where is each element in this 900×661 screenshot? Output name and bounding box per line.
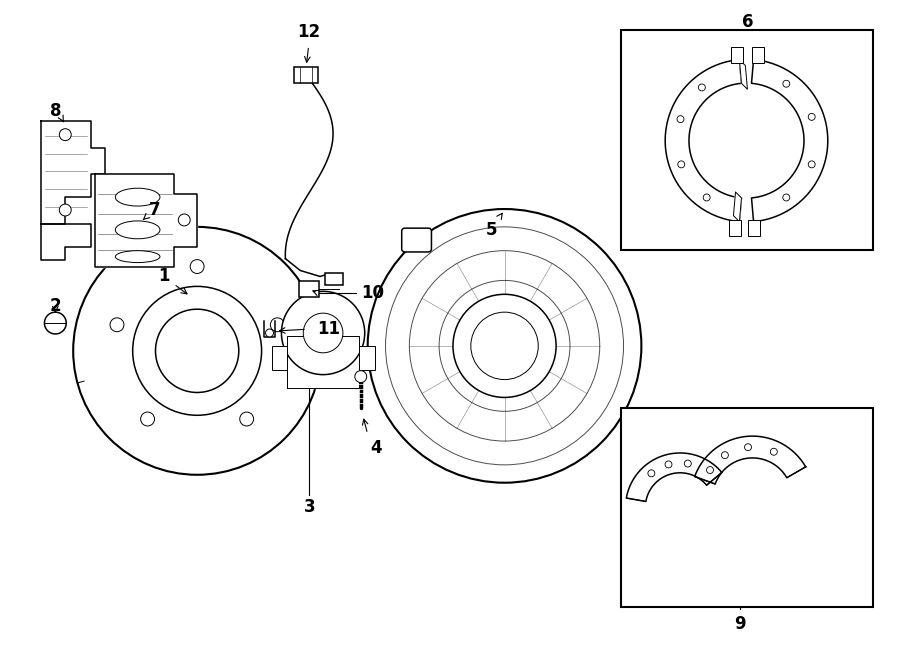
Text: 10: 10: [361, 284, 384, 302]
Circle shape: [303, 313, 343, 353]
Circle shape: [59, 129, 71, 141]
Circle shape: [132, 286, 262, 415]
Circle shape: [190, 260, 204, 274]
Polygon shape: [287, 336, 359, 387]
Circle shape: [706, 467, 714, 473]
Bar: [359, 346, 374, 369]
Circle shape: [73, 227, 321, 475]
Polygon shape: [41, 224, 91, 260]
Ellipse shape: [115, 221, 160, 239]
Bar: [731, 48, 742, 63]
Circle shape: [808, 161, 815, 168]
Circle shape: [770, 448, 778, 455]
Circle shape: [648, 470, 655, 477]
Text: 9: 9: [734, 615, 745, 633]
Text: 7: 7: [148, 201, 160, 219]
Circle shape: [266, 329, 274, 337]
Ellipse shape: [115, 251, 160, 262]
Polygon shape: [626, 453, 722, 502]
Bar: [300, 282, 319, 297]
Ellipse shape: [115, 188, 160, 206]
Polygon shape: [95, 175, 197, 266]
Circle shape: [744, 444, 752, 451]
Text: 12: 12: [298, 22, 320, 40]
Bar: [325, 274, 343, 286]
Text: 2: 2: [50, 297, 61, 315]
Text: 4: 4: [370, 439, 382, 457]
Polygon shape: [665, 59, 742, 221]
Circle shape: [110, 318, 124, 332]
Text: 5: 5: [486, 221, 498, 239]
Circle shape: [156, 309, 238, 393]
Circle shape: [703, 194, 710, 201]
Text: 11: 11: [318, 320, 340, 338]
Circle shape: [178, 214, 190, 226]
Circle shape: [783, 80, 790, 87]
Bar: [749, 220, 760, 236]
Circle shape: [453, 294, 556, 397]
Bar: [294, 67, 318, 83]
Circle shape: [368, 209, 642, 483]
Circle shape: [44, 312, 67, 334]
Circle shape: [783, 194, 790, 201]
Circle shape: [722, 451, 728, 459]
Circle shape: [270, 318, 284, 332]
Circle shape: [698, 84, 706, 91]
Text: 6: 6: [742, 13, 753, 30]
Circle shape: [677, 116, 684, 123]
Circle shape: [678, 161, 685, 168]
Polygon shape: [734, 192, 742, 221]
Circle shape: [684, 460, 691, 467]
Circle shape: [808, 114, 815, 120]
Circle shape: [239, 412, 254, 426]
FancyBboxPatch shape: [401, 228, 431, 252]
Circle shape: [665, 461, 672, 468]
Bar: [729, 220, 741, 236]
Bar: [752, 48, 764, 63]
Circle shape: [355, 371, 366, 383]
Bar: [621, 408, 873, 607]
Polygon shape: [695, 436, 806, 484]
Circle shape: [140, 412, 155, 426]
Circle shape: [59, 204, 71, 216]
Text: 8: 8: [50, 102, 61, 120]
Polygon shape: [752, 59, 828, 221]
Circle shape: [471, 312, 538, 379]
Polygon shape: [740, 59, 747, 89]
Polygon shape: [41, 121, 105, 224]
Bar: [621, 30, 873, 250]
Bar: [272, 346, 287, 369]
Text: 1: 1: [158, 268, 170, 286]
Text: 3: 3: [303, 498, 315, 516]
Circle shape: [282, 292, 364, 375]
